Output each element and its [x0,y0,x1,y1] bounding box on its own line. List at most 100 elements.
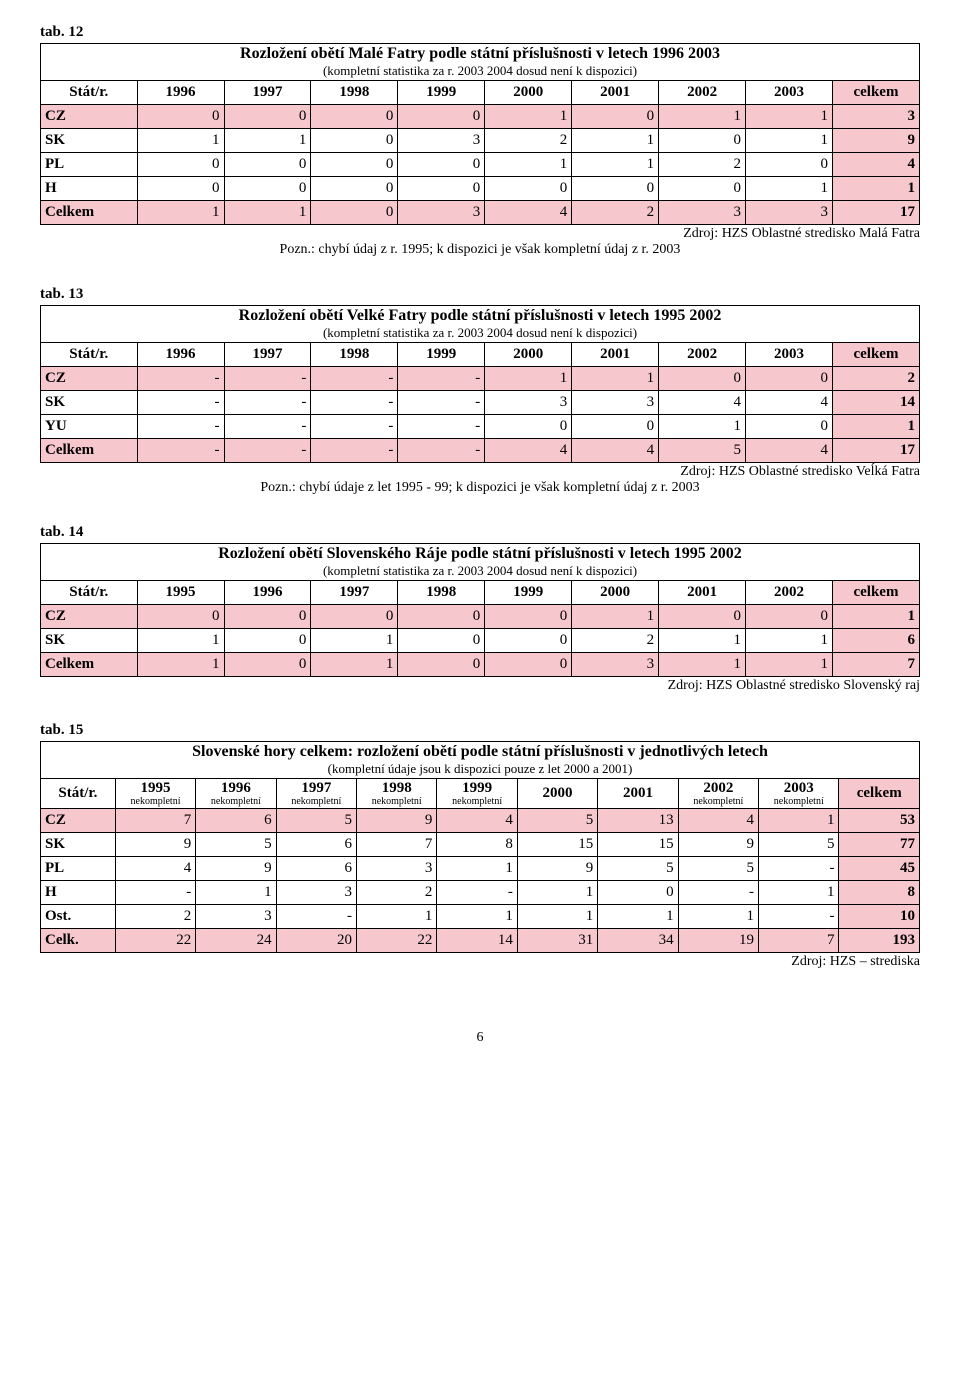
tab15-hdr-y: 2001 [598,779,678,809]
table-cell: 0 [137,153,224,177]
tab15-year-sub: nekompletní [281,797,352,807]
table-cell: 5 [659,439,746,463]
tab15-hdr-first: Stát/r. [41,779,116,809]
table-cell: 1 [598,905,678,929]
table-cell: 0 [398,105,485,129]
table-cell: 1 [746,177,833,201]
tab13-title-cell: Rozložení obětí Velké Fatry podle státní… [41,306,920,343]
table-cell: 0 [659,367,746,391]
table-row-label: CZ [41,605,138,629]
tab15-hdr-y: 1999nekompletní [437,779,517,809]
table-cell: - [678,881,758,905]
table-cell: 4 [659,391,746,415]
table-cell: 6 [276,833,356,857]
table-cell: 6 [276,857,356,881]
table-cell: 0 [224,653,311,677]
tab12-subtitle: (kompletní statistika za r. 2003 2004 do… [45,63,915,79]
table-cell: 0 [311,129,398,153]
table-cell: - [311,439,398,463]
table-cell: 0 [398,629,485,653]
tab15-hdr-y: 1996nekompletní [196,779,276,809]
tab12-hdr-y: 1999 [398,81,485,105]
tab15-year-label: 1995 [141,780,171,796]
table-cell: 0 [137,105,224,129]
tab15-year-label: 1998 [382,780,412,796]
table-row-label: SK [41,129,138,153]
table-row-total: 53 [839,809,920,833]
table-cell: 0 [746,605,833,629]
table-cell: 0 [398,605,485,629]
tab12-hdr-y: 2002 [659,81,746,105]
tab13-hdr-total: celkem [832,343,919,367]
table-cell: - [224,367,311,391]
table-cell: 5 [196,833,276,857]
table-row-label: SK [41,629,138,653]
tab15-source: Zdroj: HZS – strediska [40,954,920,970]
table-cell: 4 [678,809,758,833]
table-cell: 1 [485,153,572,177]
table-cell: 4 [115,857,195,881]
tab12-table: Rozložení obětí Malé Fatry podle státní … [40,43,920,225]
table-cell: 0 [659,129,746,153]
table-cell: 1 [746,653,833,677]
tab13-hdr-y: 2003 [746,343,833,367]
table-cell: 3 [276,881,356,905]
tab15-block: tab. 15 Slovenské hory celkem: rozložení… [40,722,920,970]
table-cell: 0 [398,153,485,177]
table-row-total: 77 [839,833,920,857]
table-cell: 0 [311,153,398,177]
table-cell: - [224,415,311,439]
table-cell: 0 [137,605,224,629]
table-cell: 19 [678,929,758,953]
tab15-hdr-y: 2000 [517,779,597,809]
tab12-title-cell: Rozložení obětí Malé Fatry podle státní … [41,44,920,81]
table-cell: 14 [437,929,517,953]
table-cell: 0 [659,177,746,201]
table-cell: - [137,415,224,439]
tab14-hdr-y: 1995 [137,581,224,605]
table-row-label: SK [41,833,116,857]
tab15-hdr-y: 2003nekompletní [759,779,839,809]
tab13-label: tab. 13 [40,286,920,303]
table-cell: 1 [572,153,659,177]
table-cell: 20 [276,929,356,953]
table-cell: 0 [572,177,659,201]
table-cell: 1 [759,881,839,905]
table-cell: 1 [517,905,597,929]
table-cell: 13 [598,809,678,833]
table-cell: 1 [437,905,517,929]
table-cell: 4 [746,391,833,415]
tab14-block: tab. 14 Rozložení obětí Slovenského Ráje… [40,524,920,694]
tab15-title-cell: Slovenské hory celkem: rozložení obětí p… [41,742,920,779]
table-cell: - [137,391,224,415]
table-cell: 5 [759,833,839,857]
tab15-year-label: 2001 [623,785,653,801]
table-cell: 3 [746,201,833,225]
tab12-hdr-y: 1996 [137,81,224,105]
table-row-total: 4 [832,153,919,177]
tab12-hdr-y: 2003 [746,81,833,105]
table-cell: - [137,439,224,463]
table-row-total: 17 [832,439,919,463]
table-row-label: Celkem [41,653,138,677]
tab15-year-sub: nekompletní [200,797,271,807]
table-cell: 34 [598,929,678,953]
table-cell: 4 [485,439,572,463]
table-row-label: Celk. [41,929,116,953]
table-cell: - [759,905,839,929]
table-cell: 0 [746,153,833,177]
table-row-total: 14 [832,391,919,415]
tab12-hdr-y: 2000 [485,81,572,105]
tab13-hdr-y: 1999 [398,343,485,367]
table-cell: 1 [746,105,833,129]
table-cell: 1 [678,905,758,929]
table-cell: 0 [572,415,659,439]
table-cell: 4 [485,201,572,225]
table-row-label: CZ [41,105,138,129]
table-cell: - [398,391,485,415]
table-cell: - [398,439,485,463]
table-cell: 15 [598,833,678,857]
tab12-note: Pozn.: chybí údaj z r. 1995; k dispozici… [40,242,920,258]
table-cell: 1 [572,605,659,629]
table-cell: 24 [196,929,276,953]
